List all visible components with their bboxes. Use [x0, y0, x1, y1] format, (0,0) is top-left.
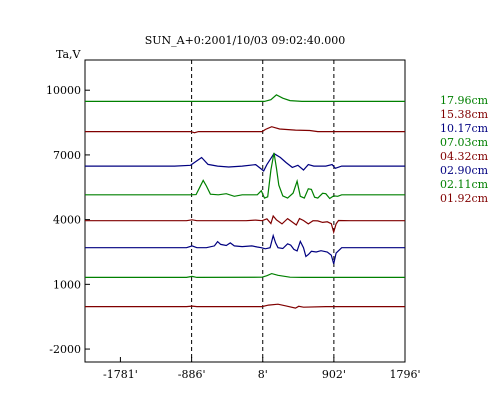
legend-entry-02-11cm: 02.11cm [440, 178, 489, 191]
series-line-10-17cm [85, 152, 405, 172]
plot-area [84, 59, 406, 363]
series-line-01-92cm [85, 303, 405, 309]
chart-title: SUN_A+0:2001/10/03 09:02:40.000 [145, 34, 346, 47]
legend-entry-01-92cm: 01.92cm [440, 192, 489, 205]
series-line-02-90cm [85, 233, 405, 265]
x-tick-label-4: 1796' [389, 368, 420, 381]
x-tick-label-3: 902' [322, 368, 346, 381]
series-line-15-38cm [85, 126, 405, 134]
series-line-04-32cm [85, 214, 405, 235]
y-tick-label-2: 4000 [53, 214, 81, 227]
y-axis-label: Ta,V [56, 48, 82, 61]
series-line-02-11cm [85, 272, 405, 279]
legend-entry-10-17cm: 10.17cm [440, 122, 489, 135]
x-tick-label-1: -886' [178, 368, 206, 381]
legend-entry-07-03cm: 07.03cm [440, 136, 489, 149]
series-line-17-96cm [85, 94, 405, 102]
legend-entry-17-96cm: 17.96cm [440, 94, 489, 107]
y-tick-label-3: 7000 [53, 149, 81, 162]
legend-entry-15-38cm: 15.38cm [440, 108, 489, 121]
y-tick-label-0: -2000 [49, 343, 81, 356]
series-line-07-03cm [85, 152, 405, 200]
y-tick-label-1: 1000 [53, 278, 81, 291]
y-tick-label-4: 10000 [46, 84, 81, 97]
legend-entry-04-32cm: 04.32cm [440, 150, 489, 163]
x-tick-label-2: 8' [258, 368, 268, 381]
legend-entry-02-90cm: 02.90cm [440, 164, 489, 177]
x-tick-label-0: -1781' [103, 368, 138, 381]
